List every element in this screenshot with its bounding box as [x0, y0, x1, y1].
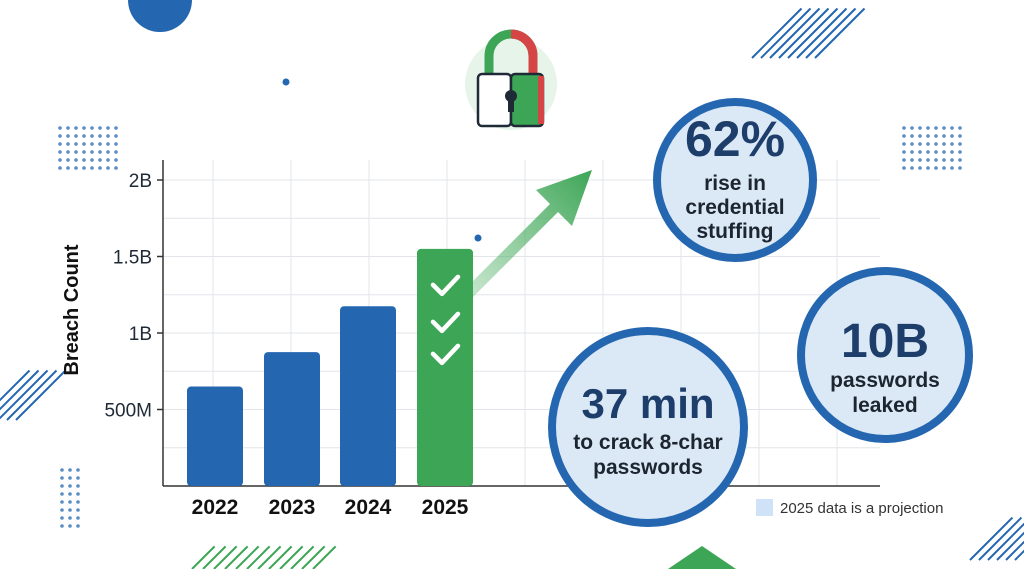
decor-circle-blue	[128, 0, 192, 32]
decor-dot	[282, 78, 290, 86]
y-tick-label: 1B	[129, 324, 152, 345]
y-tick-label: 2B	[129, 171, 152, 192]
checkmark-icon	[430, 274, 461, 297]
note-text: 2025 data is a projection	[780, 500, 943, 517]
decor-hatch-top	[751, 7, 866, 59]
stat-circle-passwords-leaked: 10B passwords leaked	[797, 267, 973, 443]
note-swatch	[756, 499, 773, 516]
stat-value: 62%	[685, 111, 785, 167]
stat-circle-crack-time: 37 min to crack 8-char passwords	[548, 327, 748, 527]
y-tick-label: 1.5B	[113, 248, 152, 269]
stat-value: 37 min	[581, 380, 714, 427]
bars	[187, 248, 473, 486]
stat-line: stuffing	[697, 220, 774, 243]
stat-line: to crack 8-char	[573, 431, 722, 454]
decor-dot-grid-left	[58, 126, 118, 170]
y-axis-title: Breach Count	[61, 244, 83, 375]
stat-value: 10B	[841, 315, 929, 368]
bar-2025	[417, 248, 473, 486]
decor-dot-grid-right	[902, 126, 962, 170]
decor-hatch-right	[969, 516, 1024, 561]
y-axis-ticks: 500M 1B 1.5B 2B	[104, 171, 163, 422]
x-tick-label: 2023	[269, 496, 316, 519]
padlock-icon	[465, 29, 557, 130]
decor-triangle	[668, 546, 736, 569]
x-axis-labels: 2022 2023 2024 2025	[192, 496, 469, 519]
x-tick-label: 2022	[192, 496, 239, 519]
stat-line: passwords	[593, 456, 703, 479]
x-tick-label: 2025	[422, 496, 469, 519]
decor-dot	[474, 234, 482, 242]
stat-circle-credential-stuffing: 62% rise in credential stuffing	[653, 98, 817, 262]
stat-line: leaked	[852, 394, 917, 417]
checkmark-icon	[430, 343, 461, 366]
bar-2023	[264, 352, 320, 486]
trend-arrow-icon	[458, 170, 592, 304]
x-tick-label: 2024	[345, 496, 392, 519]
projection-note: 2025 data is a projection	[756, 499, 943, 517]
decor-dot-grid-bottom	[60, 468, 80, 528]
bar-2024	[340, 306, 396, 486]
stat-line: credential	[685, 196, 784, 219]
decor-hatch-left	[0, 369, 67, 421]
decor-hatch-bottom	[191, 545, 337, 569]
stat-line: passwords	[830, 369, 940, 392]
checkmark-icon	[430, 311, 461, 334]
y-tick-label: 500M	[104, 401, 152, 422]
bar-2022	[187, 386, 243, 486]
stat-line: rise in	[704, 172, 766, 195]
